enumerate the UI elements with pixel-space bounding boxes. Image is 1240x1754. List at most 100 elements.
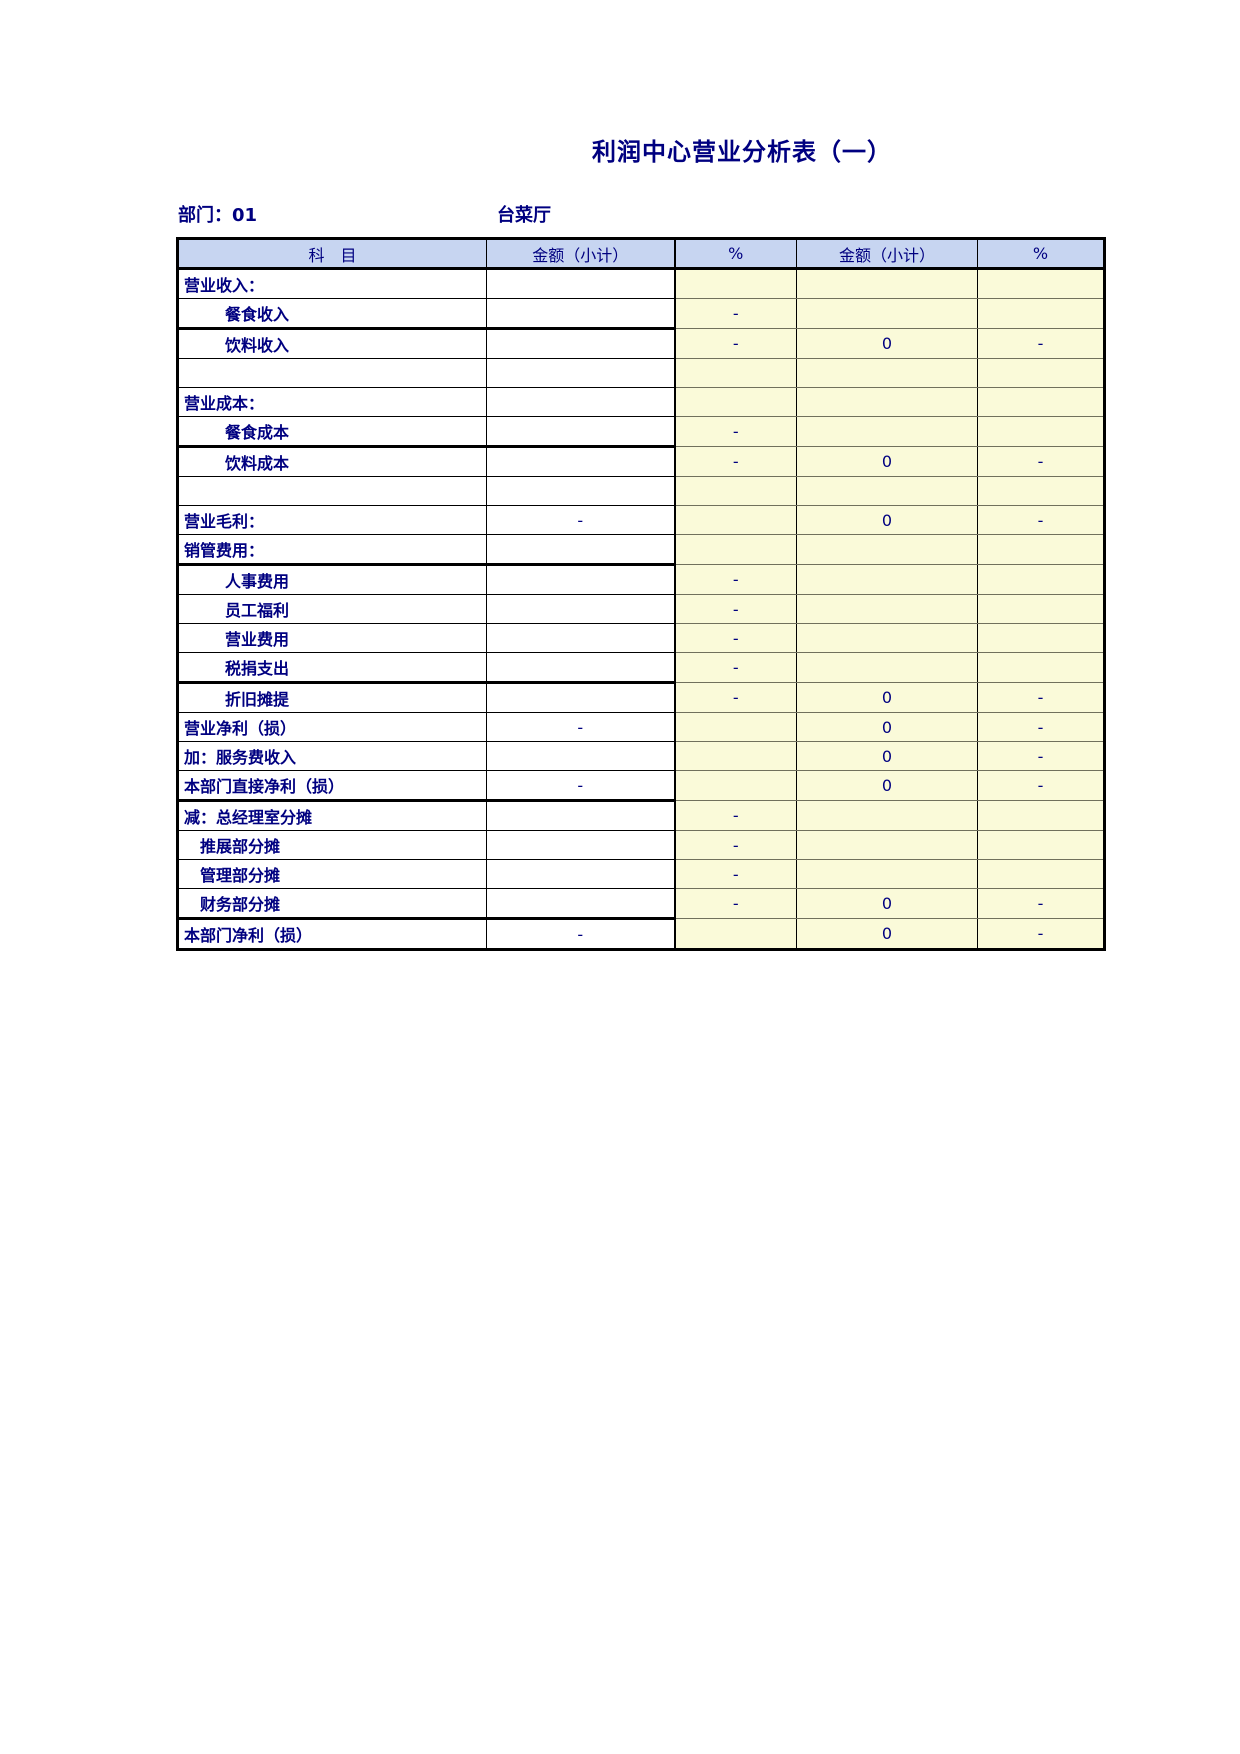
pct-1-cell — [674, 741, 797, 771]
pct-1-cell — [674, 712, 797, 742]
amount-subtotal-1-cell — [486, 830, 676, 860]
table-header-row: 科 目 金额（小计） % 金额（小计） % — [177, 237, 1105, 270]
amount-subtotal-2-cell — [796, 416, 978, 447]
subject-label: 减：总经理室分摊 — [184, 808, 313, 827]
pct-2-cell — [977, 387, 1105, 417]
table-row: 财务部分摊 - 0 - — [177, 888, 1105, 920]
amount-subtotal-1-cell: - — [486, 712, 676, 742]
pct-1-cell: - — [674, 446, 797, 477]
amount-subtotal-1-cell — [486, 741, 676, 771]
pct-2-cell — [977, 623, 1105, 653]
pct-2-cell — [977, 358, 1105, 388]
subject-label: 营业收入： — [184, 276, 265, 295]
subject-label: 本部门直接净利（损） — [184, 777, 345, 796]
pct-2-cell — [977, 594, 1105, 624]
amount-subtotal-1-cell — [486, 446, 676, 477]
subject-cell: 折旧摊提 — [177, 682, 487, 713]
subject-cell: 营业成本： — [177, 387, 487, 417]
pct-2-cell — [977, 268, 1105, 299]
amount-subtotal-2-cell — [796, 830, 978, 860]
pct-1-cell — [674, 268, 797, 299]
amount-subtotal-2-cell — [796, 652, 978, 683]
subject-cell: 饮料成本 — [177, 446, 487, 477]
pct-1-cell: - — [674, 623, 797, 653]
table-row: 营业成本： — [177, 387, 1105, 417]
subject-label: 折旧摊提 — [225, 690, 290, 709]
amount-subtotal-2-cell — [796, 387, 978, 417]
pct-2-cell: - — [977, 888, 1105, 919]
table-row: 餐食收入 - — [177, 298, 1105, 330]
pct-1-cell: - — [674, 416, 797, 447]
pct-2-cell — [977, 476, 1105, 506]
subject-label: 营业净利（损） — [184, 719, 297, 738]
subject-cell: 营业收入： — [177, 268, 487, 299]
subject-cell: 员工福利 — [177, 594, 487, 624]
amount-subtotal-1-cell — [486, 476, 676, 506]
pct-2-cell — [977, 564, 1105, 595]
pct-1-cell — [674, 505, 797, 535]
pct-2-cell: - — [977, 712, 1105, 742]
pct-2-cell: - — [977, 741, 1105, 771]
subject-label: 营业费用 — [225, 630, 290, 649]
subject-label: 人事费用 — [225, 572, 290, 591]
table-row: 饮料收入 - 0 - — [177, 328, 1105, 359]
amount-subtotal-1-cell — [486, 800, 676, 831]
amount-subtotal-2-cell — [796, 623, 978, 653]
amount-subtotal-2-cell — [796, 476, 978, 506]
pct-2-cell — [977, 416, 1105, 447]
table-row: 营业净利（损） - 0 - — [177, 712, 1105, 742]
pct-1-cell: - — [674, 800, 797, 831]
subject-label: 餐食收入 — [225, 305, 290, 324]
column-header-pct-1: % — [674, 237, 797, 270]
subject-label: 税捐支出 — [225, 659, 290, 678]
table-row: 销管费用： — [177, 534, 1105, 566]
amount-subtotal-1-cell — [486, 387, 676, 417]
subject-label: 饮料成本 — [225, 454, 290, 473]
pct-2-cell — [977, 830, 1105, 860]
pct-1-cell: - — [674, 298, 797, 329]
subject-cell: 营业净利（损） — [177, 712, 487, 742]
subject-label: 饮料收入 — [225, 336, 290, 355]
column-header-amount-1: 金额（小计） — [486, 237, 676, 270]
subject-label: 管理部分摊 — [200, 866, 281, 885]
pct-2-cell: - — [977, 328, 1105, 359]
subject-cell: 管理部分摊 — [177, 859, 487, 889]
pct-2-cell: - — [977, 446, 1105, 477]
subject-cell: 财务部分摊 — [177, 888, 487, 920]
table-row: 餐食成本 - — [177, 416, 1105, 448]
subject-cell: 餐食成本 — [177, 416, 487, 448]
subject-cell: 加：服务费收入 — [177, 741, 487, 771]
subject-label: 营业毛利： — [184, 512, 265, 531]
subject-cell: 税捐支出 — [177, 652, 487, 684]
table-row: 本部门直接净利（损） - 0 - — [177, 770, 1105, 802]
amount-subtotal-1-cell — [486, 594, 676, 624]
table-row: 加：服务费收入 0 - — [177, 741, 1105, 771]
amount-subtotal-1-cell — [486, 534, 676, 566]
subject-cell: 减：总经理室分摊 — [177, 800, 487, 831]
subject-label: 加：服务费收入 — [184, 748, 297, 767]
department-label: 部门：01 — [178, 205, 258, 226]
department-name: 台菜厅 — [497, 205, 551, 226]
amount-subtotal-2-cell — [796, 800, 978, 831]
amount-subtotal-2-cell — [796, 268, 978, 299]
amount-subtotal-2-cell: 0 — [796, 446, 978, 477]
table-row: 饮料成本 - 0 - — [177, 446, 1105, 477]
table-row: 人事费用 - — [177, 564, 1105, 595]
amount-subtotal-1-cell: - — [486, 918, 676, 950]
table-row: 推展部分摊 - — [177, 830, 1105, 860]
pct-1-cell — [674, 387, 797, 417]
subject-cell: 营业费用 — [177, 623, 487, 653]
table-row: 税捐支出 - — [177, 652, 1105, 684]
subject-label: 员工福利 — [225, 601, 290, 620]
subject-cell: 人事费用 — [177, 564, 487, 595]
amount-subtotal-1-cell — [486, 416, 676, 448]
pct-2-cell — [977, 298, 1105, 329]
amount-subtotal-2-cell: 0 — [796, 918, 978, 950]
pct-2-cell — [977, 534, 1105, 565]
pct-1-cell: - — [674, 564, 797, 595]
pct-2-cell — [977, 652, 1105, 683]
amount-subtotal-2-cell: 0 — [796, 888, 978, 919]
table-row: 营业费用 - — [177, 623, 1105, 653]
amount-subtotal-2-cell — [796, 358, 978, 388]
